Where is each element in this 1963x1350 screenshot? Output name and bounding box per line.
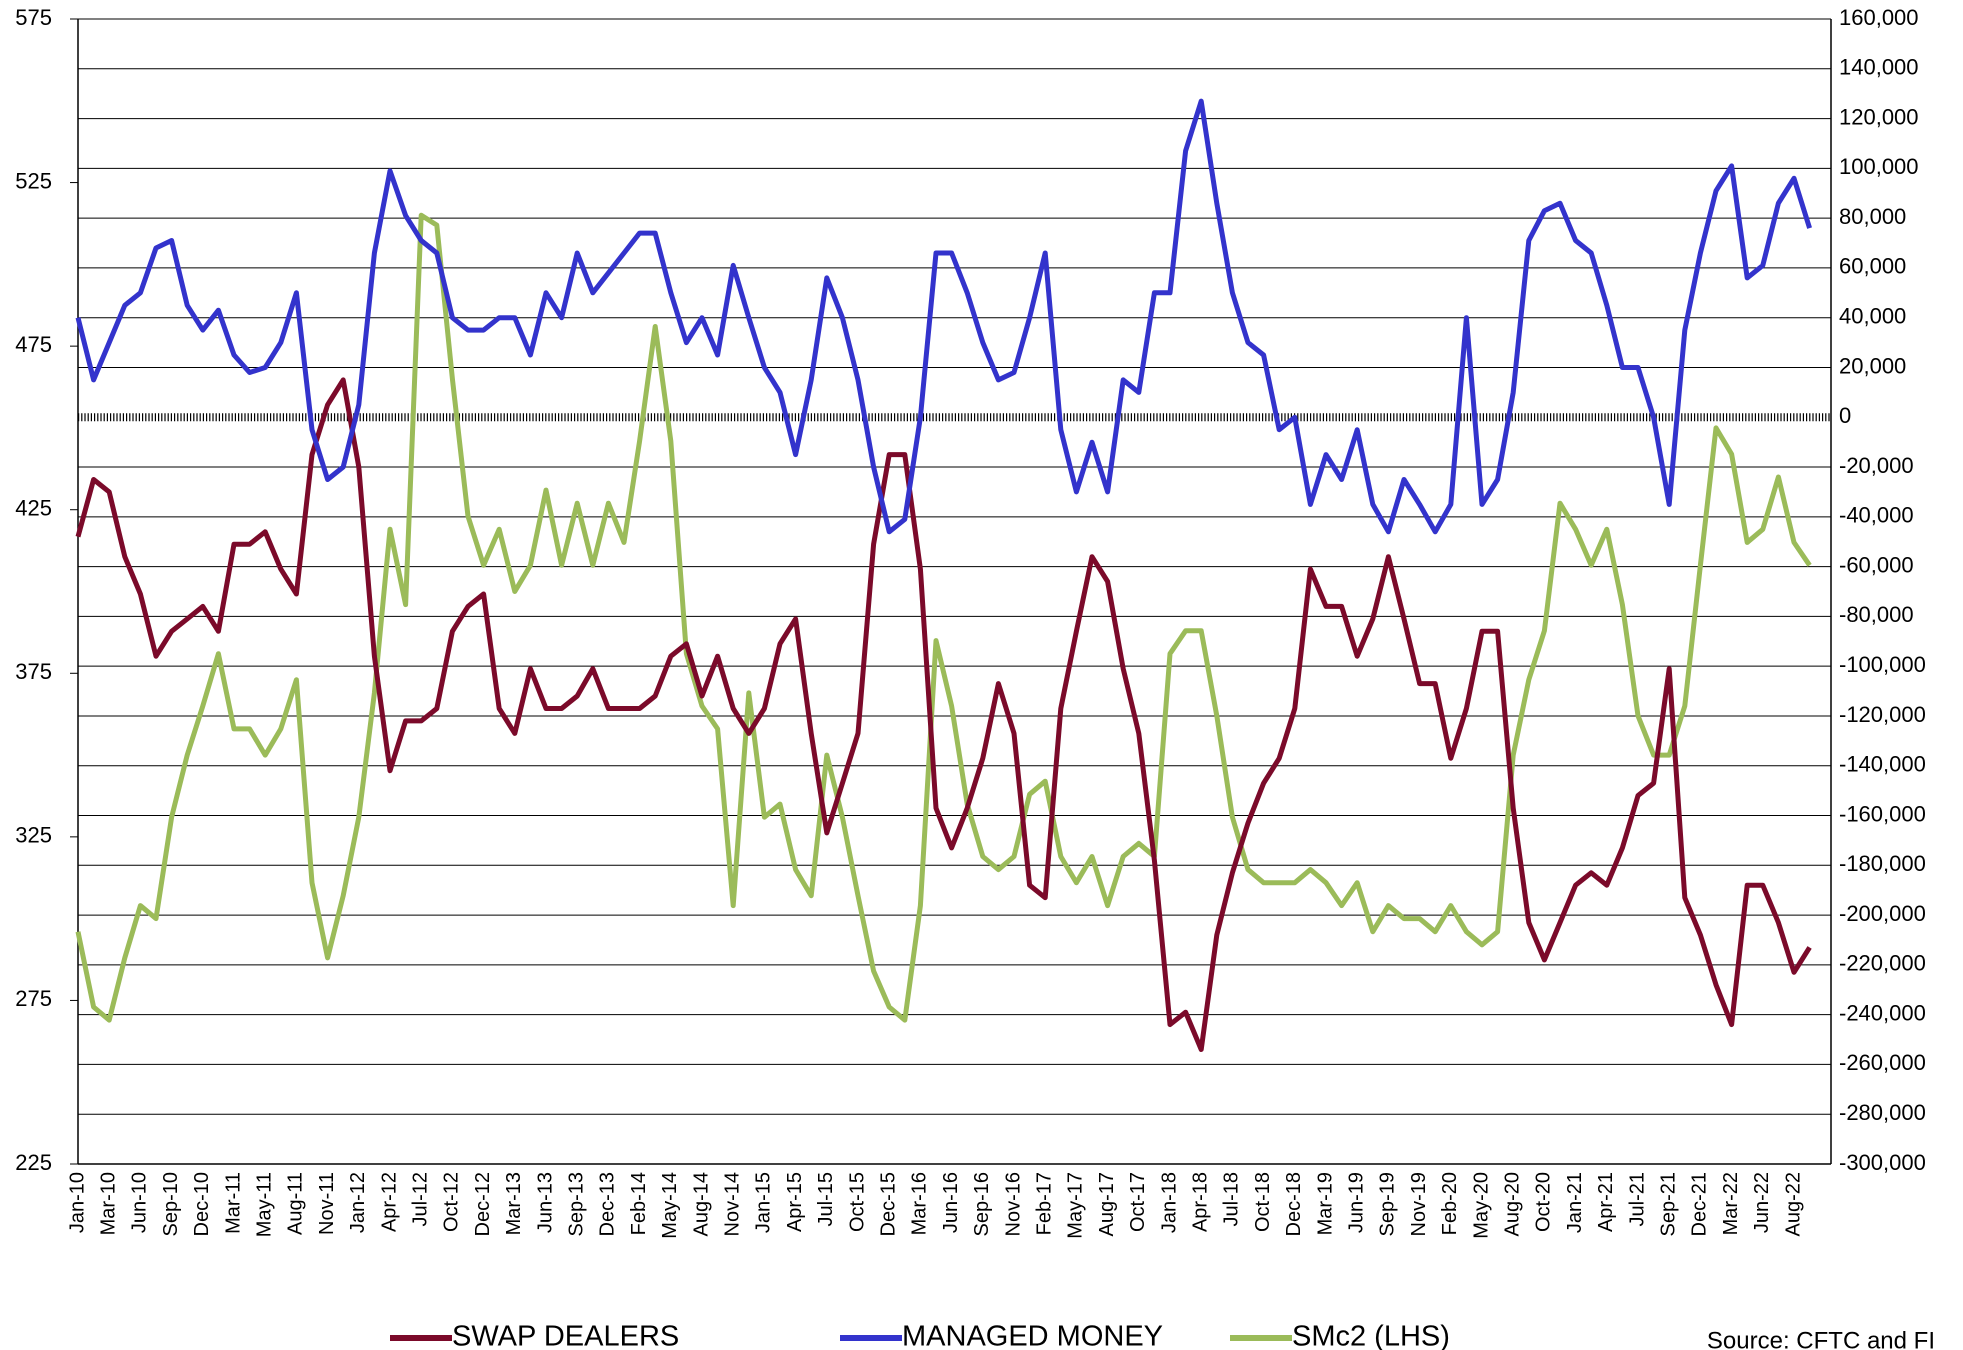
legend-label: SWAP DEALERS: [452, 1321, 679, 1350]
x-tick-label: Dec-13: [597, 1172, 619, 1236]
x-tick-label: Oct-15: [846, 1172, 868, 1232]
x-tick-label: Jan-10: [66, 1172, 88, 1233]
x-tick-label: Apr-12: [378, 1172, 400, 1232]
y2-tick-label: 140,000: [1839, 55, 1919, 80]
x-tick-label: Sep-16: [971, 1172, 993, 1237]
y2-tick-label: -200,000: [1839, 901, 1926, 926]
y2-tick-label: -300,000: [1839, 1150, 1926, 1175]
x-tick-label: Sep-19: [1377, 1172, 1399, 1237]
y2-tick-label: -260,000: [1839, 1050, 1926, 1075]
x-tick-label: Dec-18: [1283, 1172, 1305, 1236]
x-tick-label: Aug-17: [1096, 1172, 1118, 1237]
legend-label: MANAGED MONEY: [902, 1321, 1163, 1350]
x-tick-label: Jun-10: [129, 1172, 151, 1233]
x-tick-label: May-11: [253, 1172, 275, 1237]
x-tick-label: Aug-22: [1782, 1172, 1804, 1237]
y-tick-label: 575: [15, 5, 52, 30]
y2-tick-label: 60,000: [1839, 254, 1906, 279]
y2-tick-label: 100,000: [1839, 154, 1919, 179]
y2-tick-label: -180,000: [1839, 851, 1926, 876]
y2-tick-label: 0: [1839, 403, 1851, 428]
series-line: [75, 98, 1812, 535]
y2-tick-label: 40,000: [1839, 304, 1906, 329]
y-tick-label: 225: [15, 1150, 52, 1175]
x-tick-label: Oct-20: [1533, 1172, 1555, 1232]
x-tick-label: May-20: [1470, 1172, 1492, 1239]
x-tick-label: Jun-13: [534, 1172, 556, 1233]
x-tick-label: Nov-16: [1002, 1172, 1024, 1236]
x-tick-label: Jan-12: [347, 1172, 369, 1233]
x-tick-label: Jan-15: [753, 1172, 775, 1233]
x-tick-label: Jul-15: [815, 1172, 837, 1226]
y2-tick-label: 80,000: [1839, 204, 1906, 229]
x-tick-label: Apr-18: [1189, 1172, 1211, 1232]
x-tick-label: May-17: [1065, 1172, 1087, 1239]
y-tick-label: 375: [15, 659, 52, 684]
x-tick-label: Nov-11: [316, 1172, 338, 1235]
y2-tick-label: -280,000: [1839, 1100, 1926, 1125]
x-tick-label: Feb-14: [628, 1172, 650, 1235]
series-line: [75, 377, 1812, 1052]
series-line: [75, 212, 1812, 1023]
x-tick-label: Oct-18: [1252, 1172, 1274, 1232]
x-tick-label: Oct-17: [1127, 1172, 1149, 1232]
x-tick-label: Jul-12: [409, 1172, 431, 1226]
x-tick-label: May-14: [659, 1172, 681, 1239]
x-tick-label: Jul-21: [1626, 1172, 1648, 1226]
x-tick-label: Oct-12: [441, 1172, 463, 1232]
y2-tick-label: -240,000: [1839, 1000, 1926, 1025]
x-tick-label: Sep-21: [1657, 1172, 1679, 1237]
y2-tick-label: -60,000: [1839, 552, 1914, 577]
x-tick-label: Mar-11: [222, 1172, 244, 1234]
y-tick-label: 525: [15, 168, 52, 193]
x-tick-label: Jun-16: [940, 1172, 962, 1233]
y2-tick-label: -120,000: [1839, 702, 1926, 727]
y2-tick-label: -220,000: [1839, 951, 1926, 976]
y-tick-label: 425: [15, 496, 52, 521]
x-tick-label: Feb-20: [1439, 1172, 1461, 1235]
x-tick-label: Sep-13: [565, 1172, 587, 1237]
x-tick-label: Mar-10: [97, 1172, 119, 1235]
y2-tick-label: -100,000: [1839, 652, 1926, 677]
x-tick-label: Mar-22: [1720, 1172, 1742, 1235]
x-tick-label: Mar-16: [909, 1172, 931, 1235]
x-tick-label: Jun-19: [1345, 1172, 1367, 1233]
y2-tick-label: -20,000: [1839, 453, 1914, 478]
x-tick-label: Nov-14: [721, 1172, 743, 1236]
y2-tick-label: -160,000: [1839, 801, 1926, 826]
x-tick-label: Apr-21: [1595, 1172, 1617, 1232]
y-tick-label: 325: [15, 823, 52, 848]
y2-tick-label: -140,000: [1839, 752, 1926, 777]
source-note: Source: CFTC and FI: [1707, 1327, 1935, 1350]
x-tick-label: Mar-19: [1314, 1172, 1336, 1235]
x-tick-label: Mar-13: [503, 1172, 525, 1235]
x-tick-label: Dec-10: [191, 1172, 213, 1236]
y2-tick-label: -40,000: [1839, 503, 1914, 528]
x-tick-label: Jan-18: [1158, 1172, 1180, 1233]
x-tick-label: Apr-15: [784, 1172, 806, 1232]
x-tick-label: Aug-20: [1501, 1172, 1523, 1237]
x-tick-label: Feb-17: [1033, 1172, 1055, 1235]
y-tick-label: 275: [15, 986, 52, 1011]
x-tick-label: Sep-10: [160, 1172, 182, 1237]
x-tick-label: Aug-11: [285, 1172, 307, 1235]
y2-tick-label: -80,000: [1839, 602, 1914, 627]
legend-label: SMc2 (LHS): [1292, 1321, 1450, 1350]
y2-tick-label: 160,000: [1839, 5, 1919, 30]
x-tick-label: Jul-18: [1221, 1172, 1243, 1226]
y2-tick-label: 120,000: [1839, 104, 1919, 129]
y2-tick-label: 20,000: [1839, 353, 1906, 378]
x-tick-label: Dec-21: [1689, 1172, 1711, 1236]
x-tick-label: Dec-12: [472, 1172, 494, 1236]
x-tick-label: Aug-14: [690, 1172, 712, 1237]
x-tick-label: Jun-22: [1751, 1172, 1773, 1233]
x-tick-label: Nov-19: [1408, 1172, 1430, 1236]
x-tick-label: Jan-21: [1564, 1172, 1586, 1233]
y-tick-label: 475: [15, 332, 52, 357]
x-tick-label: Dec-15: [877, 1172, 899, 1236]
